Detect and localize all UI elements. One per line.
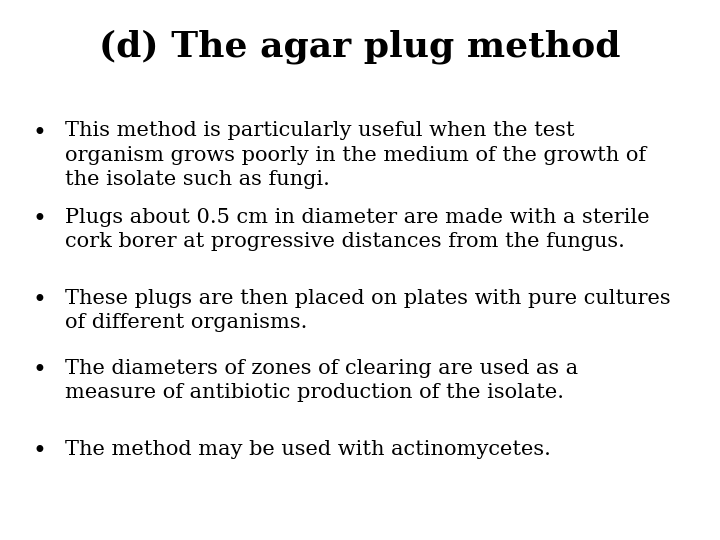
- Text: (d) The agar plug method: (d) The agar plug method: [99, 30, 621, 64]
- Text: These plugs are then placed on plates with pure cultures
of different organisms.: These plugs are then placed on plates wi…: [65, 289, 670, 332]
- Text: •: •: [32, 440, 47, 463]
- Text: The diameters of zones of clearing are used as a
measure of antibiotic productio: The diameters of zones of clearing are u…: [65, 359, 578, 402]
- Text: •: •: [32, 122, 47, 145]
- Text: •: •: [32, 208, 47, 231]
- Text: •: •: [32, 359, 47, 382]
- Text: This method is particularly useful when the test
organism grows poorly in the me: This method is particularly useful when …: [65, 122, 646, 189]
- Text: Plugs about 0.5 cm in diameter are made with a sterile
cork borer at progressive: Plugs about 0.5 cm in diameter are made …: [65, 208, 649, 251]
- Text: •: •: [32, 289, 47, 312]
- Text: The method may be used with actinomycetes.: The method may be used with actinomycete…: [65, 440, 551, 459]
